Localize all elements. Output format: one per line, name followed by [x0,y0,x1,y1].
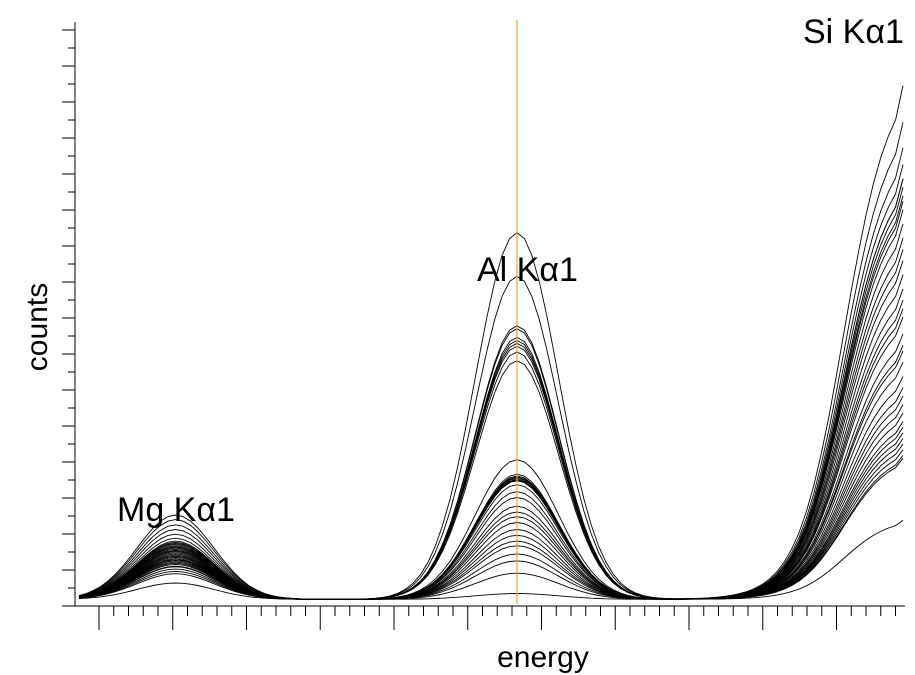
series-line [78,519,904,600]
x-axis-label: energy [497,641,589,674]
series-line [78,376,904,600]
y-ticks [62,29,75,607]
y-axis-label: counts [21,283,54,371]
annotation-si: Si Kα1 [803,13,904,51]
series-line [78,147,904,600]
series-group [78,85,904,600]
annotation-mg: Mg Kα1 [117,491,235,529]
series-line [78,178,904,600]
series-line [78,122,904,600]
x-ticks [98,606,896,630]
series-line [78,274,904,600]
annotation-al: Al Kα1 [477,251,578,289]
series-line [78,85,904,600]
